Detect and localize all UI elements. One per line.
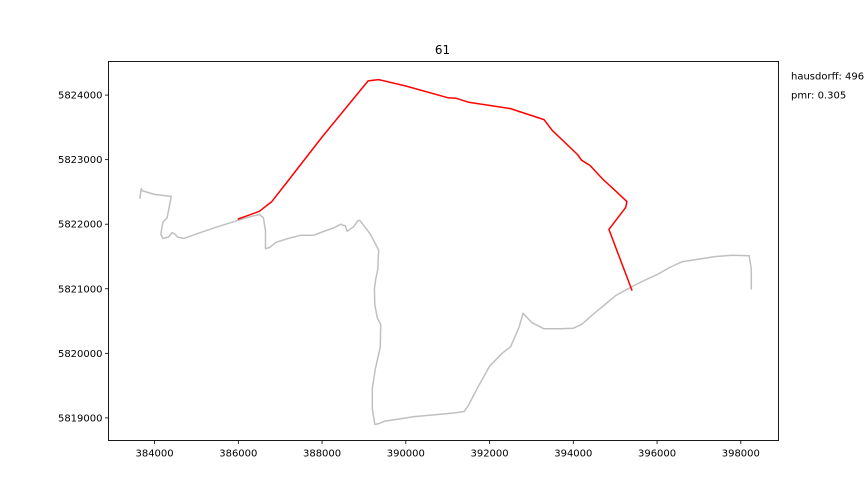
y-tick-label: 5824000 [58,91,103,102]
plot-area-frame [108,61,779,441]
tick-layer: 384000 386000 388000 390000 392000 394000 3960… [58,91,760,460]
pmr-annotation: pmr: 0.305 [791,91,846,102]
x-tick-label: 390000 [387,449,425,460]
series-line-1 [139,187,753,426]
series-line-2 [237,78,633,291]
hausdorff-annotation: hausdorff: 496 [791,72,864,83]
x-tick-label: 388000 [303,449,341,460]
series-layer [139,78,753,426]
x-tick-label: 394000 [554,449,592,460]
x-tick-label: 398000 [722,449,760,460]
chart-title: 61 [435,43,450,57]
x-tick-label: 386000 [219,449,257,460]
y-tick-label: 5820000 [58,349,103,360]
x-tick-label: 396000 [638,449,676,460]
y-tick-label: 5819000 [58,413,103,424]
x-tick-label: 392000 [470,449,508,460]
y-tick-label: 5822000 [58,220,103,231]
x-tick-label: 384000 [135,449,173,460]
y-tick-label: 5821000 [58,284,103,295]
y-tick-label: 5823000 [58,155,103,166]
